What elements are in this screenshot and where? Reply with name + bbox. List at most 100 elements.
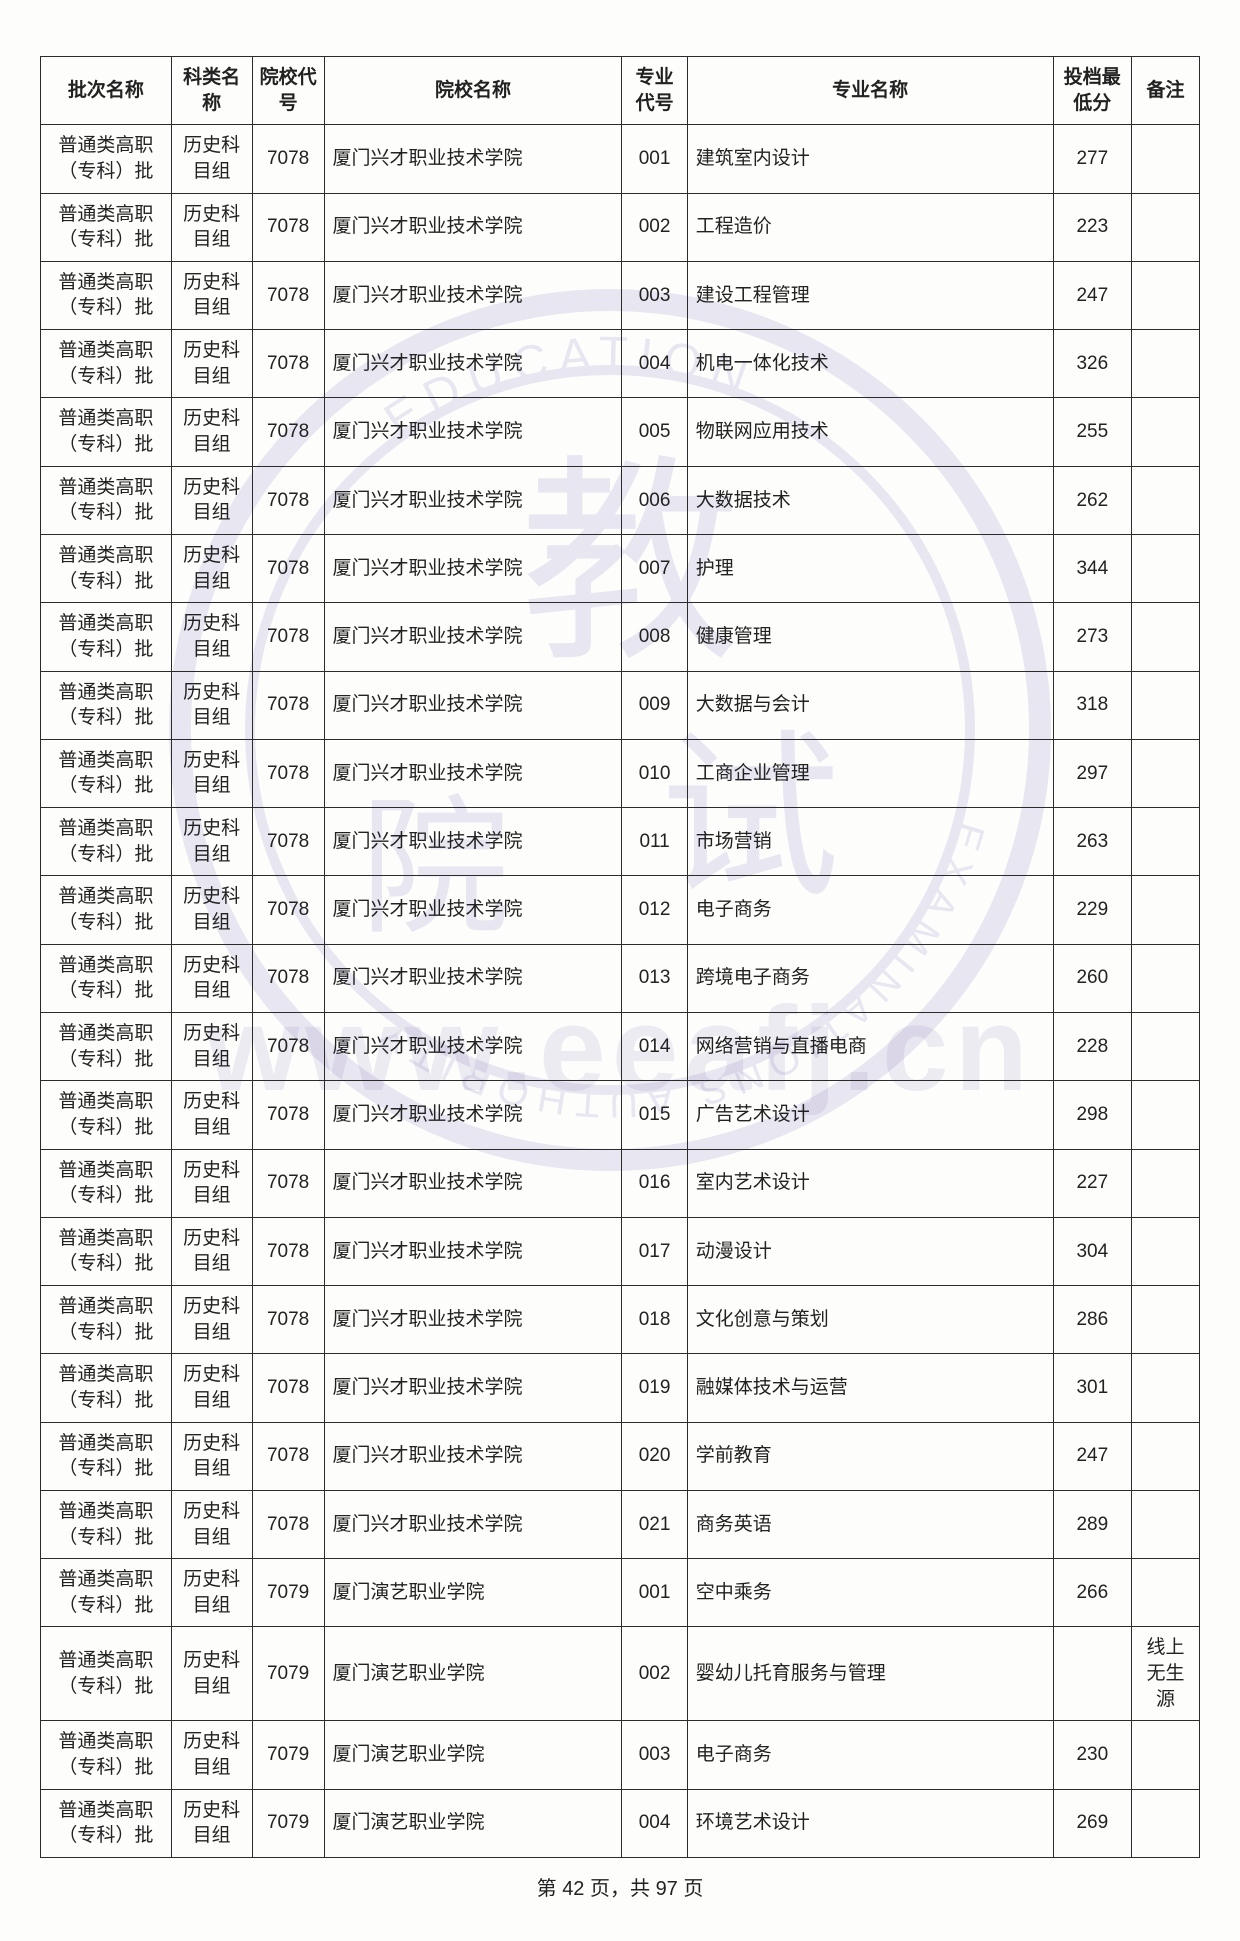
document-page: 教 试 院 EDUCATION EXAMINATIONS AUTHORITY w… bbox=[0, 0, 1240, 1941]
cell-batch: 普通类高职（专科）批 bbox=[41, 671, 172, 739]
cell-school_code: 7078 bbox=[252, 1081, 324, 1149]
cell-major: 物联网应用技术 bbox=[687, 398, 1053, 466]
cell-note bbox=[1132, 1012, 1200, 1080]
cell-note bbox=[1132, 1789, 1200, 1857]
cell-note bbox=[1132, 466, 1200, 534]
cell-score: 304 bbox=[1053, 1217, 1131, 1285]
cell-school: 厦门兴才职业技术学院 bbox=[324, 808, 622, 876]
cell-score: 227 bbox=[1053, 1149, 1131, 1217]
col-header: 科类名称 bbox=[171, 57, 252, 125]
cell-batch: 普通类高职（专科）批 bbox=[41, 1627, 172, 1721]
cell-school_code: 7078 bbox=[252, 1217, 324, 1285]
cell-major_code: 002 bbox=[622, 1627, 687, 1721]
cell-subject: 历史科目组 bbox=[171, 1789, 252, 1857]
cell-score: 286 bbox=[1053, 1286, 1131, 1354]
cell-score: 318 bbox=[1053, 671, 1131, 739]
cell-major_code: 004 bbox=[622, 330, 687, 398]
cell-school_code: 7078 bbox=[252, 1422, 324, 1490]
cell-school_code: 7078 bbox=[252, 466, 324, 534]
cell-school: 厦门兴才职业技术学院 bbox=[324, 1012, 622, 1080]
cell-school: 厦门兴才职业技术学院 bbox=[324, 1422, 622, 1490]
cell-school: 厦门兴才职业技术学院 bbox=[324, 1217, 622, 1285]
cell-major_code: 006 bbox=[622, 466, 687, 534]
col-header: 备注 bbox=[1132, 57, 1200, 125]
table-row: 普通类高职（专科）批历史科目组7078厦门兴才职业技术学院001建筑室内设计27… bbox=[41, 125, 1200, 193]
cell-note bbox=[1132, 739, 1200, 807]
cell-school: 厦门兴才职业技术学院 bbox=[324, 1286, 622, 1354]
table-row: 普通类高职（专科）批历史科目组7078厦门兴才职业技术学院008健康管理273 bbox=[41, 603, 1200, 671]
table-row: 普通类高职（专科）批历史科目组7078厦门兴才职业技术学院019融媒体技术与运营… bbox=[41, 1354, 1200, 1422]
cell-major: 工商企业管理 bbox=[687, 739, 1053, 807]
cell-batch: 普通类高职（专科）批 bbox=[41, 193, 172, 261]
cell-school_code: 7078 bbox=[252, 1490, 324, 1558]
cell-school: 厦门兴才职业技术学院 bbox=[324, 603, 622, 671]
cell-note bbox=[1132, 1081, 1200, 1149]
cell-score: 223 bbox=[1053, 193, 1131, 261]
cell-school_code: 7078 bbox=[252, 739, 324, 807]
cell-score: 273 bbox=[1053, 603, 1131, 671]
cell-school: 厦门兴才职业技术学院 bbox=[324, 193, 622, 261]
cell-school_code: 7078 bbox=[252, 1149, 324, 1217]
table-row: 普通类高职（专科）批历史科目组7078厦门兴才职业技术学院015广告艺术设计29… bbox=[41, 1081, 1200, 1149]
cell-school: 厦门兴才职业技术学院 bbox=[324, 466, 622, 534]
cell-school_code: 7078 bbox=[252, 603, 324, 671]
cell-batch: 普通类高职（专科）批 bbox=[41, 1012, 172, 1080]
table-row: 普通类高职（专科）批历史科目组7078厦门兴才职业技术学院020学前教育247 bbox=[41, 1422, 1200, 1490]
cell-school: 厦门演艺职业学院 bbox=[324, 1559, 622, 1627]
page-label-prefix: 第 bbox=[537, 1878, 557, 1900]
cell-subject: 历史科目组 bbox=[171, 1354, 252, 1422]
cell-school: 厦门兴才职业技术学院 bbox=[324, 671, 622, 739]
cell-major_code: 010 bbox=[622, 739, 687, 807]
cell-subject: 历史科目组 bbox=[171, 808, 252, 876]
cell-major: 电子商务 bbox=[687, 1721, 1053, 1789]
cell-school_code: 7078 bbox=[252, 261, 324, 329]
cell-major: 网络营销与直播电商 bbox=[687, 1012, 1053, 1080]
cell-school_code: 7078 bbox=[252, 876, 324, 944]
cell-school_code: 7078 bbox=[252, 534, 324, 602]
page-label-mid: 页，共 bbox=[590, 1878, 650, 1900]
cell-school_code: 7079 bbox=[252, 1721, 324, 1789]
cell-subject: 历史科目组 bbox=[171, 330, 252, 398]
col-header: 专业名称 bbox=[687, 57, 1053, 125]
cell-subject: 历史科目组 bbox=[171, 398, 252, 466]
cell-major_code: 005 bbox=[622, 398, 687, 466]
cell-major_code: 011 bbox=[622, 808, 687, 876]
table-row: 普通类高职（专科）批历史科目组7078厦门兴才职业技术学院012电子商务229 bbox=[41, 876, 1200, 944]
cell-score: 269 bbox=[1053, 1789, 1131, 1857]
cell-major_code: 007 bbox=[622, 534, 687, 602]
col-header: 专业代号 bbox=[622, 57, 687, 125]
cell-school_code: 7079 bbox=[252, 1559, 324, 1627]
cell-major_code: 020 bbox=[622, 1422, 687, 1490]
cell-note bbox=[1132, 1559, 1200, 1627]
cell-batch: 普通类高职（专科）批 bbox=[41, 534, 172, 602]
table-row: 普通类高职（专科）批历史科目组7079厦门演艺职业学院001空中乘务266 bbox=[41, 1559, 1200, 1627]
cell-major_code: 021 bbox=[622, 1490, 687, 1558]
cell-batch: 普通类高职（专科）批 bbox=[41, 1217, 172, 1285]
cell-subject: 历史科目组 bbox=[171, 603, 252, 671]
table-row: 普通类高职（专科）批历史科目组7078厦门兴才职业技术学院003建设工程管理24… bbox=[41, 261, 1200, 329]
cell-note bbox=[1132, 1490, 1200, 1558]
cell-major_code: 018 bbox=[622, 1286, 687, 1354]
cell-major_code: 015 bbox=[622, 1081, 687, 1149]
cell-score: 262 bbox=[1053, 466, 1131, 534]
cell-score: 344 bbox=[1053, 534, 1131, 602]
cell-major: 动漫设计 bbox=[687, 1217, 1053, 1285]
page-current: 42 bbox=[562, 1878, 584, 1900]
cell-major_code: 014 bbox=[622, 1012, 687, 1080]
table-row: 普通类高职（专科）批历史科目组7078厦门兴才职业技术学院002工程造价223 bbox=[41, 193, 1200, 261]
cell-major: 电子商务 bbox=[687, 876, 1053, 944]
cell-major: 健康管理 bbox=[687, 603, 1053, 671]
table-body: 普通类高职（专科）批历史科目组7078厦门兴才职业技术学院001建筑室内设计27… bbox=[41, 125, 1200, 1858]
cell-major: 融媒体技术与运营 bbox=[687, 1354, 1053, 1422]
cell-batch: 普通类高职（专科）批 bbox=[41, 1490, 172, 1558]
table-row: 普通类高职（专科）批历史科目组7078厦门兴才职业技术学院021商务英语289 bbox=[41, 1490, 1200, 1558]
cell-major: 空中乘务 bbox=[687, 1559, 1053, 1627]
cell-school: 厦门兴才职业技术学院 bbox=[324, 739, 622, 807]
cell-school: 厦门兴才职业技术学院 bbox=[324, 1149, 622, 1217]
cell-school: 厦门兴才职业技术学院 bbox=[324, 944, 622, 1012]
table-header: 批次名称科类名称院校代号院校名称专业代号专业名称投档最低分备注 bbox=[41, 57, 1200, 125]
cell-batch: 普通类高职（专科）批 bbox=[41, 1354, 172, 1422]
cell-batch: 普通类高职（专科）批 bbox=[41, 1422, 172, 1490]
table-row: 普通类高职（专科）批历史科目组7078厦门兴才职业技术学院007护理344 bbox=[41, 534, 1200, 602]
cell-note bbox=[1132, 876, 1200, 944]
